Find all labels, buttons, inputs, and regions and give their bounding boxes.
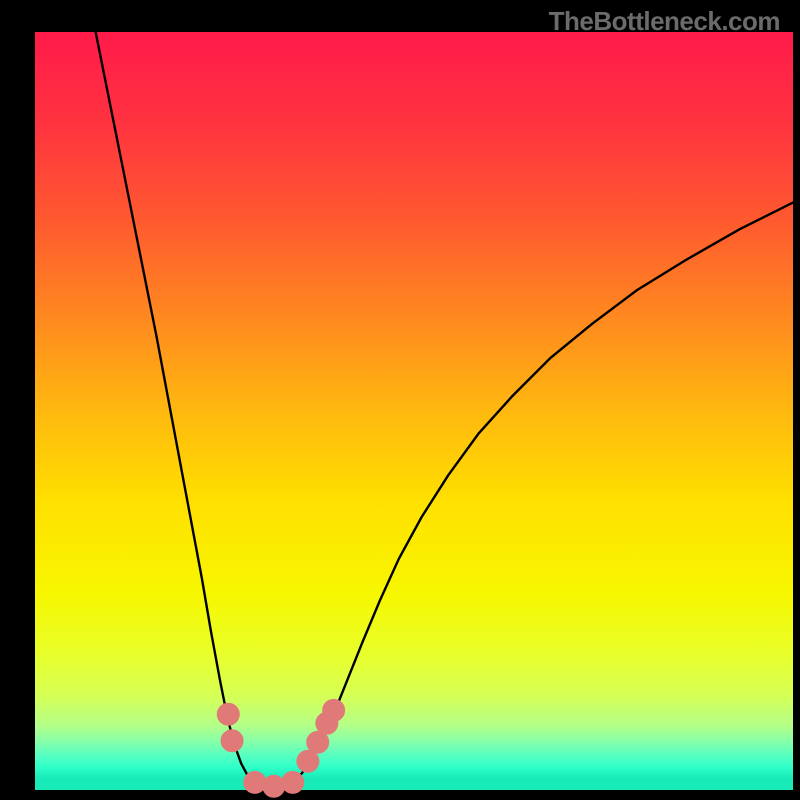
highlight-marker xyxy=(263,775,285,797)
highlight-marker xyxy=(244,771,266,793)
watermark-text: TheBottleneck.com xyxy=(549,6,780,37)
bottleneck-chart xyxy=(0,0,800,800)
highlight-marker xyxy=(282,771,304,793)
highlight-marker xyxy=(221,730,243,752)
highlight-marker xyxy=(217,703,239,725)
highlight-marker xyxy=(323,699,345,721)
plot-background xyxy=(35,32,793,790)
chart-stage: TheBottleneck.com xyxy=(0,0,800,800)
